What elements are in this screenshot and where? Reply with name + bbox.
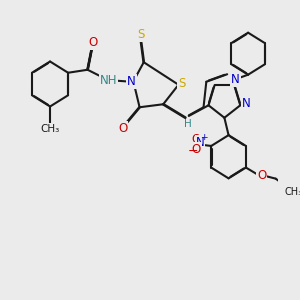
Text: +: + xyxy=(200,133,207,142)
Text: O: O xyxy=(118,122,128,135)
Text: O: O xyxy=(192,133,201,146)
Text: N: N xyxy=(196,136,205,148)
Text: N: N xyxy=(127,75,136,88)
Text: O: O xyxy=(88,36,98,49)
Text: CH₃: CH₃ xyxy=(284,187,300,197)
Text: NH: NH xyxy=(100,74,117,87)
Text: S: S xyxy=(137,28,145,41)
Text: O: O xyxy=(257,169,266,182)
Text: S: S xyxy=(178,77,185,90)
Text: −: − xyxy=(188,145,198,158)
Text: O: O xyxy=(192,143,201,156)
Text: N: N xyxy=(231,73,240,86)
Text: N: N xyxy=(242,97,251,110)
Text: CH₃: CH₃ xyxy=(40,124,60,134)
Text: H: H xyxy=(184,119,192,129)
